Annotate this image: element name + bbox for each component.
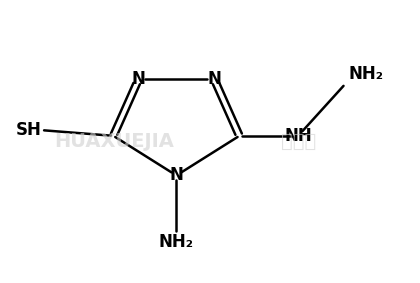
Text: N: N xyxy=(207,70,221,88)
Text: NH: NH xyxy=(284,127,312,145)
Text: NH₂: NH₂ xyxy=(349,65,383,83)
Text: NH₂: NH₂ xyxy=(159,233,194,252)
Text: N: N xyxy=(169,166,184,185)
Text: HUAXUEJIA: HUAXUEJIA xyxy=(55,132,174,151)
Text: N: N xyxy=(131,70,146,88)
Text: SH: SH xyxy=(16,121,42,139)
Text: 化学加: 化学加 xyxy=(281,132,317,151)
